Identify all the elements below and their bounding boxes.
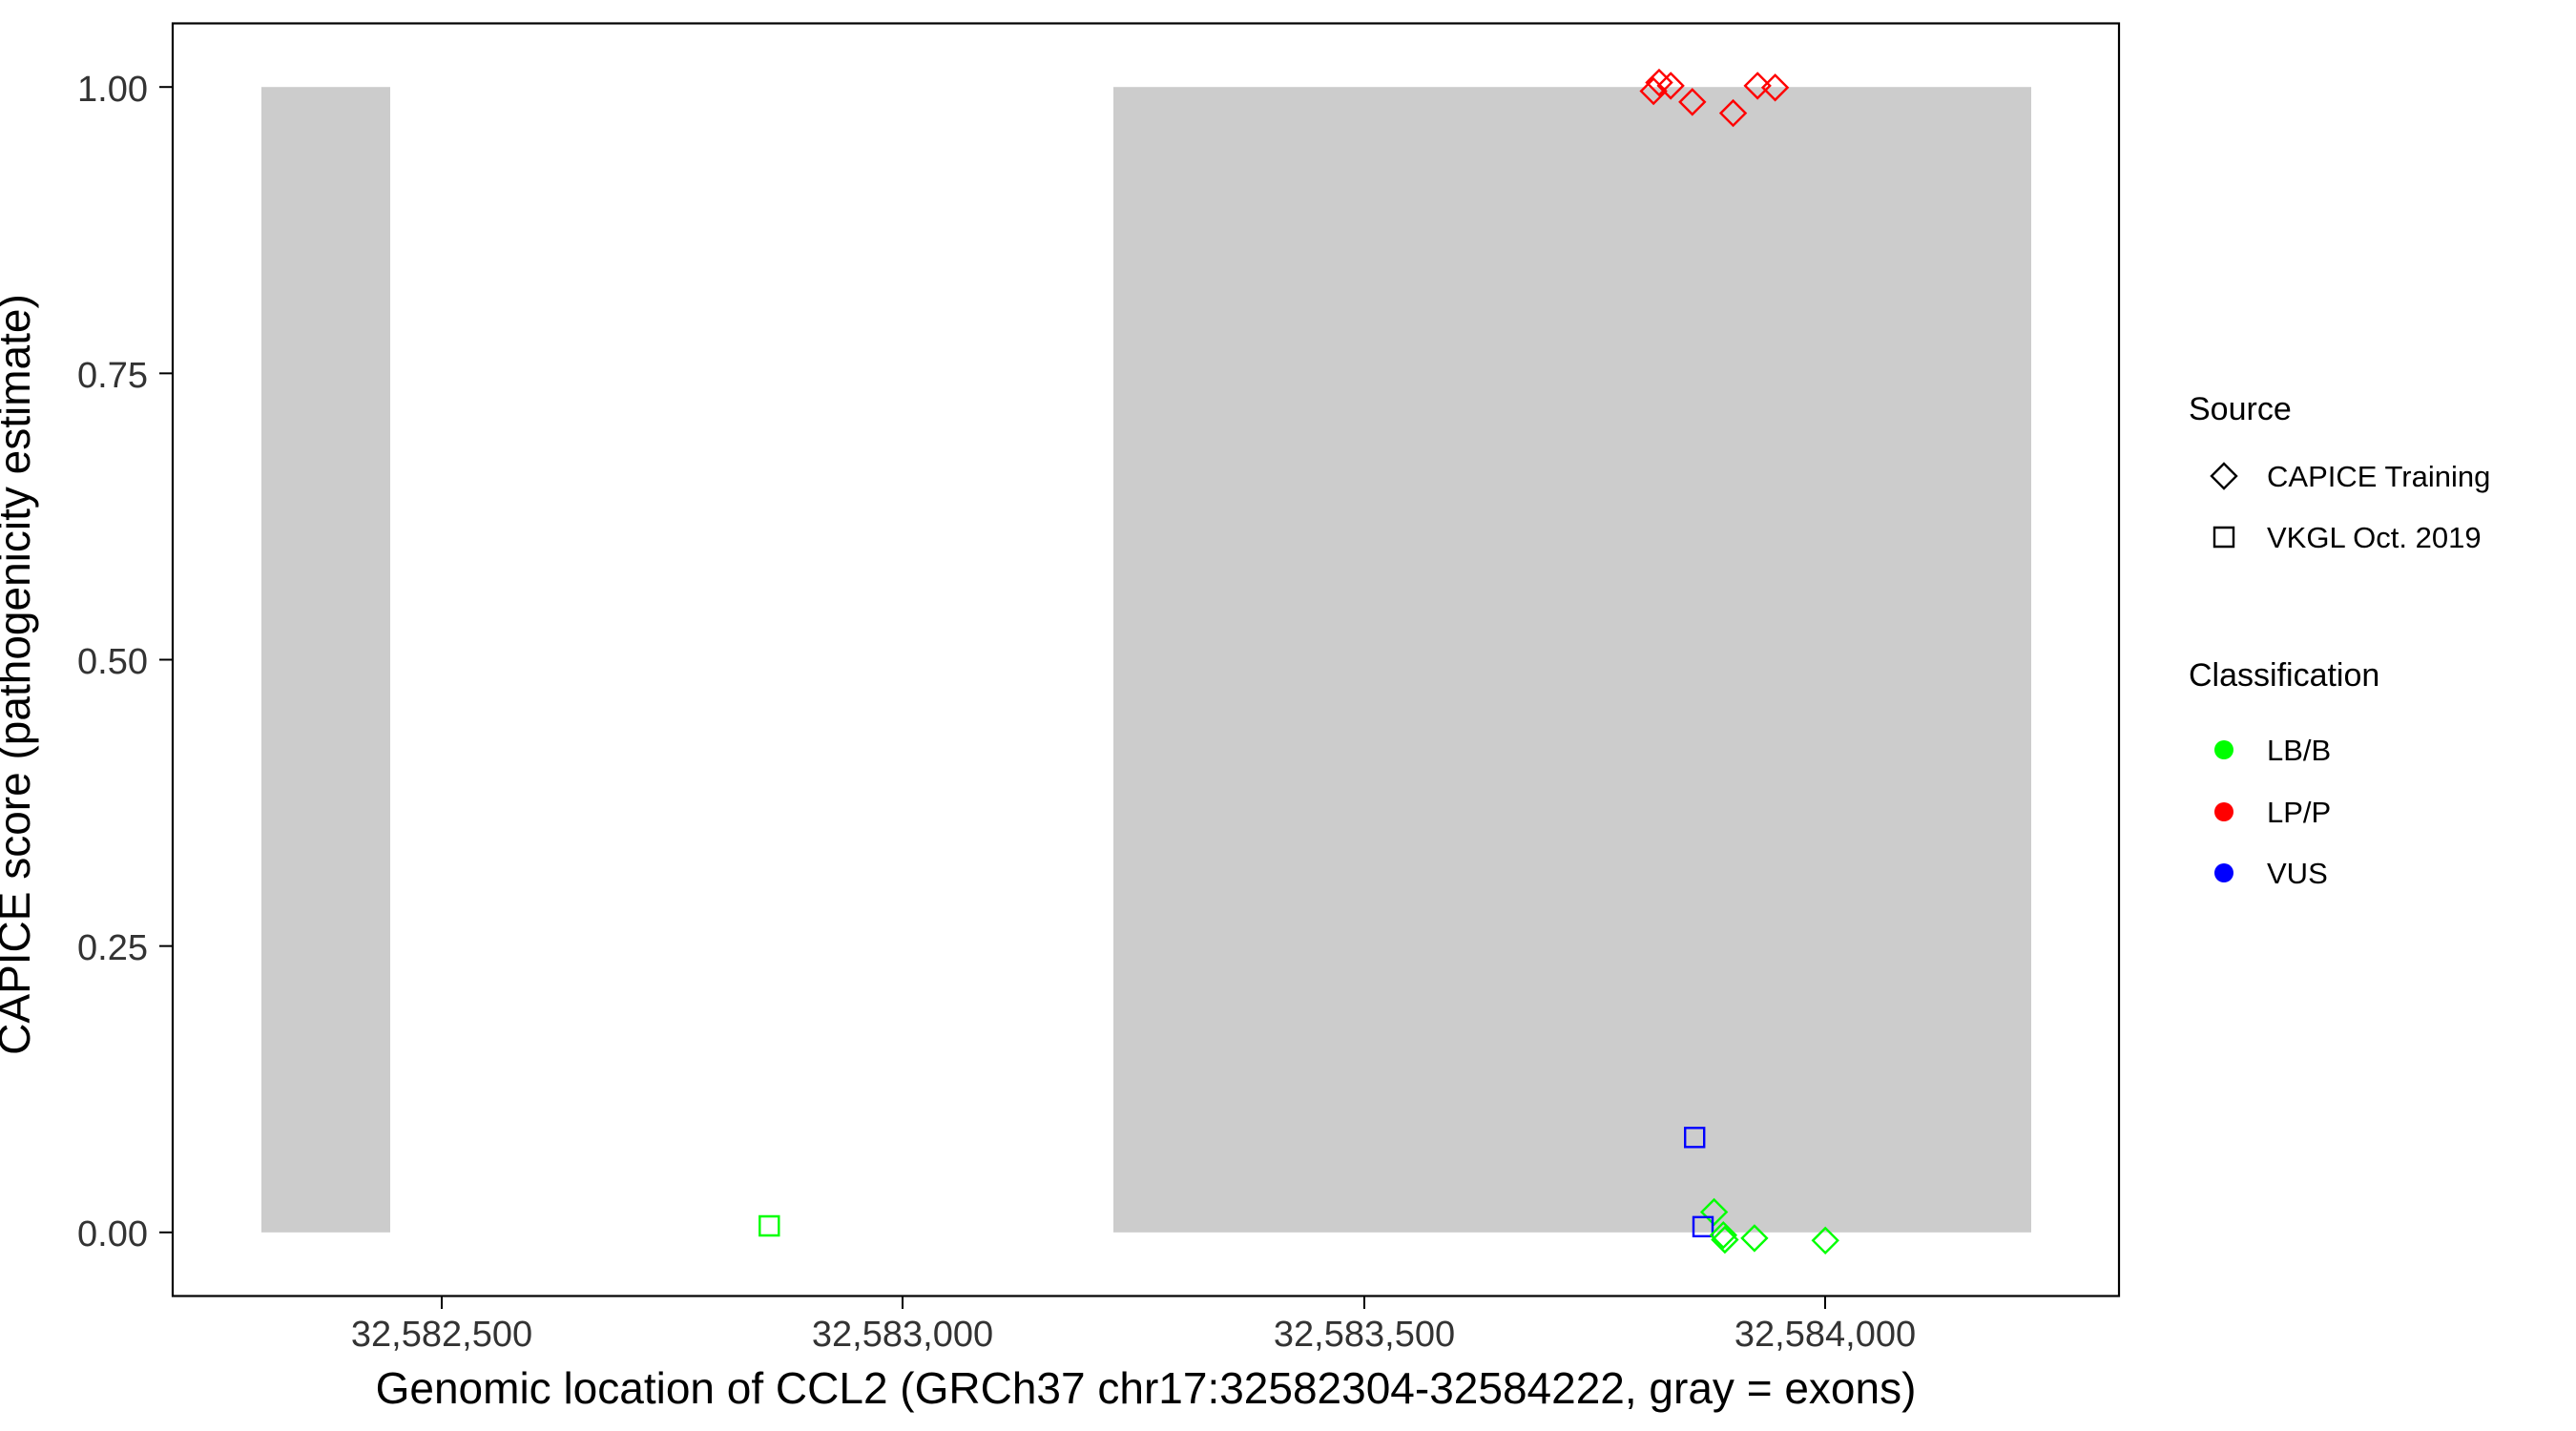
svg-text:LP/P: LP/P (2267, 796, 2331, 829)
svg-text:Source: Source (2189, 391, 2292, 427)
svg-text:Classification: Classification (2189, 657, 2379, 694)
svg-text:VUS: VUS (2267, 857, 2328, 890)
svg-text:VKGL Oct. 2019: VKGL Oct. 2019 (2267, 521, 2482, 554)
svg-text:LB/B: LB/B (2267, 734, 2331, 767)
svg-text:CAPICE Training: CAPICE Training (2267, 460, 2490, 493)
